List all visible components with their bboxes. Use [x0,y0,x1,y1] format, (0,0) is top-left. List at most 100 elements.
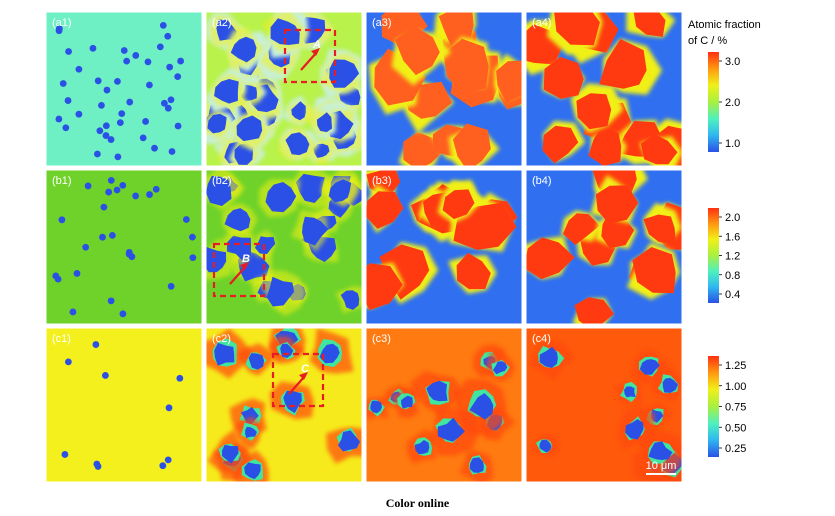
carbon-rich-island [576,93,612,130]
carbon-rich-island [562,213,600,245]
particle [230,36,257,63]
panel-label: (c1) [52,333,71,345]
arrow-head-icon [240,262,249,270]
arrow-head-icon [299,372,308,380]
particle [105,188,113,196]
panel-label: (b2) [212,175,232,187]
particle [302,216,329,246]
panel-label: (c2) [212,333,231,345]
marker-box [212,242,266,298]
colorbar-tick-label: 0.75 [725,402,746,414]
particle [94,77,102,85]
colorbar-title-line2: of C / % [688,35,728,47]
particle [426,380,448,402]
panel-label: (c3) [372,333,391,345]
marker-layer: A B C [212,28,337,408]
colorbar-c: 1.25 1.00 0.75 0.50 0.25 [708,356,746,457]
panel-grid: (a1) (a2) (a3) (a4) (b1) (b2) (b3) (b4) (c1) (c2)… [45,11,683,483]
particle [100,203,108,211]
particle [648,441,673,460]
particle [414,440,430,455]
particle [116,119,124,126]
particle [437,417,465,442]
particle [224,208,251,232]
colorbar-tick-label: 3.0 [725,56,740,68]
particle [73,270,81,277]
carbon-rich-island [554,12,600,46]
particle [167,282,175,290]
colorbar-tick-label: 1.25 [725,360,746,372]
colorbar-tick-label: 1.00 [725,381,746,393]
scale-bar: 10 μm [646,460,677,475]
particle [164,104,172,112]
colorbar-ramp [708,52,719,152]
particle [99,233,106,241]
particle [62,124,70,132]
particle [189,254,197,262]
carbon-rich-island [366,263,403,311]
panel-background [46,170,202,324]
particle [107,297,115,305]
particle [103,86,111,94]
particle [142,118,149,125]
particle [234,143,254,165]
particle [316,112,333,133]
particle [539,439,552,453]
panel-border [525,169,683,325]
panel-label: (c4) [532,333,551,345]
particle [245,426,257,438]
colorbar-tick-label: 2.0 [725,212,740,224]
particle [244,462,261,480]
particle [248,353,265,370]
particle [295,173,325,203]
particle [492,361,508,375]
colorbar-ramp [708,208,719,303]
carbon-rich-island [588,124,622,166]
particle [469,457,484,473]
particle [236,115,263,142]
particle [82,243,90,251]
carbon-rich-island [381,12,428,46]
particle [167,96,175,104]
carbon-rich-island [633,12,666,37]
particle [156,43,164,51]
particle [55,27,63,35]
particle [119,181,127,189]
panel-label: (b1) [52,175,72,187]
particle [102,122,110,130]
particle [176,374,184,382]
panel-border [45,11,203,167]
particle [313,143,330,158]
arrow-head-icon [311,48,320,56]
carbon-rich-island [574,297,615,324]
particle [164,32,172,40]
panel-label: (b3) [372,175,392,187]
particle [207,113,227,134]
particle [174,122,182,130]
particle [338,430,361,452]
marker-a: A [283,28,337,84]
colorbar-tick-label: 1.2 [725,251,740,263]
carbon-rich-island [379,244,430,300]
carbon-rich-island [496,60,522,103]
colorbar-tick-label: 0.8 [725,270,740,282]
particle [92,341,100,348]
colorbar-tick-label: 0.25 [725,443,746,455]
carbon-rich-island [443,38,489,94]
carbon-rich-island [542,125,579,164]
carbon-rich-island [526,24,564,65]
particle [160,99,168,107]
particle [152,185,160,193]
particle [75,65,83,73]
particle [168,148,176,155]
particle [328,179,352,203]
carbon-rich-island [442,189,475,220]
scale-bar-label: 10 μm [646,460,677,472]
particle [84,182,92,190]
particle [624,386,636,398]
panel-background [46,328,202,482]
particle [189,233,196,241]
colorbar-tick-label: 1.6 [725,231,740,243]
particle [98,101,105,109]
particle [114,77,121,85]
